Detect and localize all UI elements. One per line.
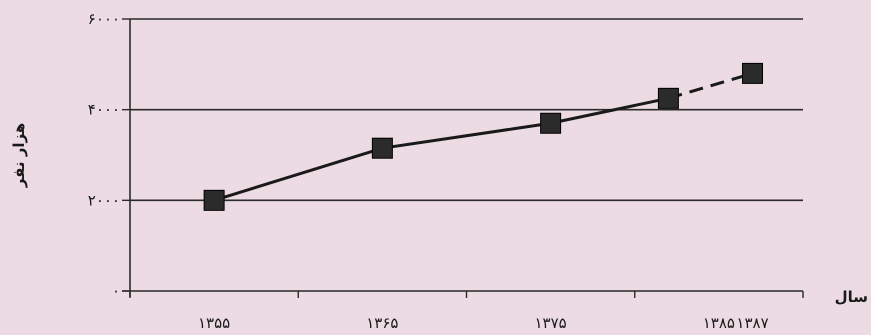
x-tick-label-0: ۱۳۵۵ bbox=[198, 314, 230, 332]
data-markers bbox=[203, 62, 764, 211]
x-tick-labels: ۱۳۵۵ ۱۳۶۵ ۱۳۷۵ ۱۳۸۵ ۱۳۸۷ bbox=[198, 314, 769, 332]
y-axis-title: هزار نفر bbox=[10, 123, 28, 189]
y-tick-label-0: ۰ bbox=[112, 282, 120, 300]
axes bbox=[122, 19, 803, 297]
y-tick-labels: ۰ ۲۰۰۰ ۴۰۰۰ ۶۰۰۰ bbox=[88, 10, 120, 300]
x-tick-label-1: ۱۳۶۵ bbox=[366, 314, 398, 332]
tick-marks bbox=[122, 18, 804, 298]
x-tick-label-4: ۱۳۸۷ bbox=[736, 314, 768, 332]
data-point-0 bbox=[203, 189, 225, 211]
x-tick-label-2: ۱۳۷۵ bbox=[535, 314, 567, 332]
y-tick-label-2: ۴۰۰۰ bbox=[88, 101, 120, 119]
x-axis-title: سال bbox=[835, 288, 868, 306]
gridlines bbox=[130, 18, 803, 202]
series-line-solid bbox=[213, 96, 669, 202]
data-point-3 bbox=[657, 87, 679, 109]
y-tick-label-1: ۲۰۰۰ bbox=[88, 191, 120, 209]
data-point-2 bbox=[540, 112, 562, 134]
data-point-4 bbox=[742, 62, 764, 84]
y-tick-label-3: ۶۰۰۰ bbox=[88, 10, 120, 28]
data-point-1 bbox=[371, 137, 393, 159]
series-line bbox=[213, 71, 753, 202]
x-tick-label-3: ۱۳۸۵ bbox=[703, 314, 735, 332]
series-line-projected bbox=[667, 71, 753, 100]
